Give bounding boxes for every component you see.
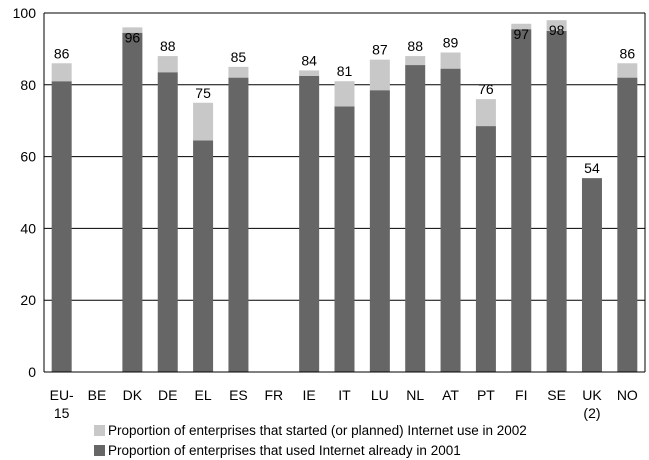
x-category-label: SE bbox=[547, 387, 566, 403]
bar-2001 bbox=[51, 81, 72, 373]
x-category-label: ES bbox=[229, 387, 248, 403]
bar-2002 bbox=[157, 56, 178, 73]
bar-2001 bbox=[546, 30, 567, 372]
x-category-label: FR bbox=[264, 387, 283, 403]
bar-2002 bbox=[193, 102, 214, 141]
x-category-label: EL bbox=[195, 387, 212, 403]
bar-2002 bbox=[299, 70, 320, 76]
data-label: 86 bbox=[54, 45, 70, 61]
bar-2002 bbox=[122, 27, 143, 33]
x-category-label: UK bbox=[582, 387, 602, 403]
bar-2001 bbox=[475, 126, 496, 373]
legend: Proportion of enterprises that started (… bbox=[94, 423, 527, 458]
data-label: 89 bbox=[443, 34, 459, 50]
x-category-label: DE bbox=[158, 387, 177, 403]
bar-2002 bbox=[440, 52, 461, 69]
data-label: 84 bbox=[301, 52, 317, 68]
data-label: 88 bbox=[407, 38, 423, 54]
y-tick-label: 60 bbox=[20, 149, 36, 165]
bar-2001 bbox=[581, 178, 602, 372]
bar-2002 bbox=[405, 56, 426, 66]
data-label: 96 bbox=[125, 29, 141, 45]
bar-2002 bbox=[369, 59, 390, 91]
x-category-label: NL bbox=[406, 387, 424, 403]
x-category-label: IE bbox=[303, 387, 316, 403]
x-category-label: 15 bbox=[54, 405, 70, 421]
bar-2001 bbox=[157, 72, 178, 373]
data-label: 76 bbox=[478, 81, 494, 97]
y-tick-label: 40 bbox=[20, 220, 36, 236]
data-label: 81 bbox=[337, 63, 353, 79]
x-category-label: IT bbox=[338, 387, 351, 403]
x-category-label: (2) bbox=[583, 405, 600, 421]
bar-2001 bbox=[193, 140, 214, 372]
y-tick-label: 20 bbox=[20, 292, 36, 308]
legend-label-2001: Proportion of enterprises that used Inte… bbox=[108, 443, 461, 458]
data-labels: 86 96 88 75 85 84 81 87 88 89 76 97 98 54 86 bbox=[54, 22, 635, 176]
bar-2001 bbox=[122, 32, 143, 373]
bar-2002 bbox=[617, 63, 638, 78]
y-tick-label: 0 bbox=[28, 364, 36, 380]
x-category-label: EU- bbox=[50, 387, 74, 403]
bar-2001 bbox=[440, 68, 461, 373]
x-category-labels: EU- 15 BE DK DE EL ES FR IE IT LU NL AT PT FI SE UK (2) NO bbox=[50, 387, 638, 421]
data-label: 54 bbox=[584, 160, 600, 176]
axes bbox=[43, 13, 646, 373]
x-category-label: BE bbox=[88, 387, 107, 403]
x-category-label: AT bbox=[442, 387, 459, 403]
bars bbox=[51, 20, 638, 373]
legend-label-2002: Proportion of enterprises that started (… bbox=[108, 423, 527, 438]
bar-2001 bbox=[405, 65, 426, 373]
bar-2002 bbox=[475, 99, 496, 127]
data-label: 75 bbox=[195, 85, 211, 101]
data-label: 88 bbox=[160, 38, 176, 54]
bar-2002 bbox=[228, 66, 249, 78]
data-label: 86 bbox=[620, 45, 636, 61]
bar-2001 bbox=[617, 77, 638, 373]
bar-2001 bbox=[299, 75, 320, 372]
bar-2001 bbox=[228, 77, 249, 373]
y-tick-labels: 0 20 40 60 80 100 bbox=[13, 5, 37, 380]
legend-swatch-2002 bbox=[94, 425, 105, 436]
bar-2002 bbox=[511, 23, 532, 30]
data-label: 97 bbox=[513, 26, 529, 42]
bar-2001 bbox=[511, 29, 532, 373]
bar-2002 bbox=[51, 63, 72, 82]
bar-2001 bbox=[334, 106, 355, 372]
x-category-label: FI bbox=[515, 387, 527, 403]
x-category-label: NO bbox=[617, 387, 638, 403]
data-label: 87 bbox=[372, 42, 388, 58]
x-category-label: DK bbox=[123, 387, 143, 403]
bar-2002 bbox=[334, 81, 355, 107]
x-category-label: PT bbox=[477, 387, 495, 403]
legend-swatch-2001 bbox=[94, 445, 105, 456]
x-category-label: LU bbox=[371, 387, 389, 403]
y-tick-label: 100 bbox=[13, 5, 37, 21]
data-label: 98 bbox=[549, 22, 565, 38]
bar-2001 bbox=[369, 90, 390, 372]
y-tick-label: 80 bbox=[20, 77, 36, 93]
bar-2002 bbox=[546, 20, 567, 31]
data-label: 85 bbox=[231, 49, 247, 65]
